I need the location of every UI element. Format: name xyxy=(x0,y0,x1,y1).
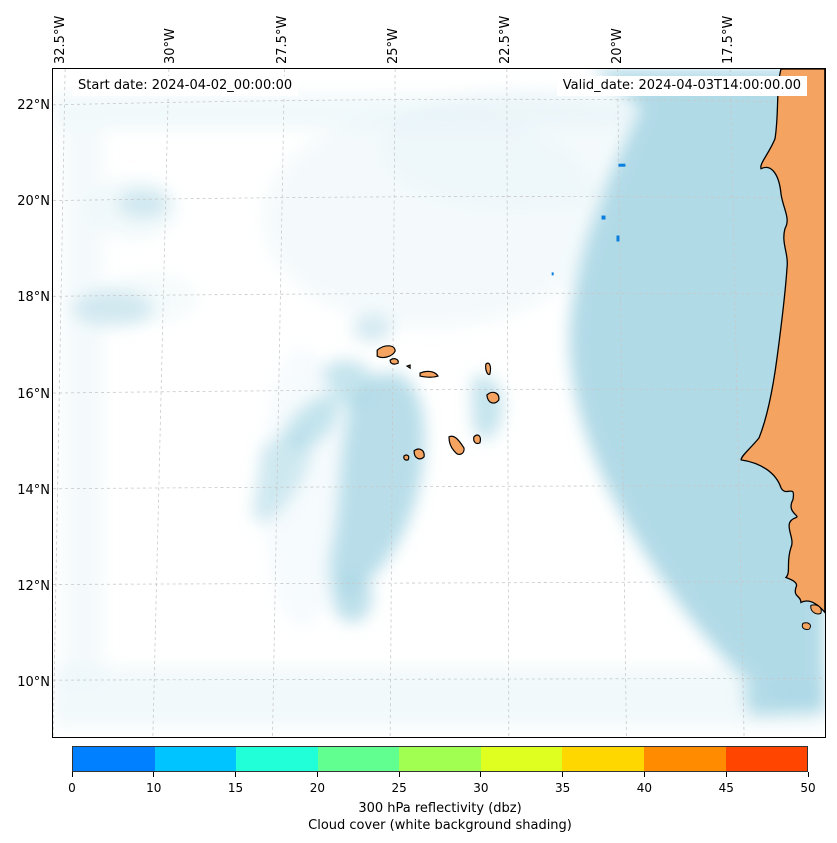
colorbar-tick xyxy=(153,772,155,777)
colorbar-tick-label: 45 xyxy=(718,781,734,795)
lon-label-30w: 30°W xyxy=(163,28,178,64)
island-santo-antao xyxy=(376,345,396,359)
colorbar-tick-label: 10 xyxy=(146,781,162,795)
colorbar-tick xyxy=(807,772,809,777)
colorbar-segment xyxy=(236,747,318,771)
colorbar-label: 300 hPa reflectivity (dbz) xyxy=(358,801,522,816)
island-sao-nicolau xyxy=(419,370,439,378)
colorbar-tick-label: 35 xyxy=(555,781,571,795)
cabo-verde-islands xyxy=(376,345,500,461)
island-fogo xyxy=(413,448,425,460)
lat-label-14n: 14°N xyxy=(17,483,50,498)
colorbar-tick-label: 15 xyxy=(227,781,244,795)
colorbar-tick xyxy=(643,772,645,777)
island-brava xyxy=(403,454,410,461)
african-coast xyxy=(740,69,825,614)
colorbar-segment xyxy=(154,747,237,771)
start-date-label: Start date: 2024-04-02_00:00:00 xyxy=(72,76,299,96)
colorbar-segment xyxy=(725,747,808,771)
colorbar-tick-label: 50 xyxy=(800,781,816,795)
lat-label-10n: 10°N xyxy=(17,675,50,690)
lat-label-22n: 22°N xyxy=(17,98,50,113)
colorbar-tick xyxy=(235,772,237,777)
colorbar-tick xyxy=(562,772,564,777)
lon-label-17-5w: 17.5°W xyxy=(721,15,736,64)
lon-label-20w: 20°W xyxy=(610,28,625,64)
colorbar-segment xyxy=(643,747,726,771)
colorbar-tick xyxy=(71,772,73,777)
colorbar-sublabel: Cloud cover (white background shading) xyxy=(308,818,572,833)
island-sal xyxy=(485,362,492,376)
lon-label-22-5w: 22.5°W xyxy=(498,15,513,64)
colorbar-tick-label: 0 xyxy=(68,781,76,795)
colorbar-segment xyxy=(399,747,481,771)
reflectivity-echoes xyxy=(551,163,626,276)
island-santiago xyxy=(448,435,465,455)
lon-label-27-5w: 27.5°W xyxy=(275,15,290,64)
cloud-cover xyxy=(73,69,825,716)
colorbar-segment xyxy=(562,747,644,771)
map-canvas xyxy=(53,69,825,737)
colorbar-tick-label: 25 xyxy=(391,781,407,795)
colorbar-tick xyxy=(480,772,482,777)
valid-date-label: Valid_date: 2024-04-03T14:00:00.00 xyxy=(556,76,807,96)
coast-islet-1 xyxy=(810,604,822,615)
lat-label-12n: 12°N xyxy=(17,579,50,594)
island-maio xyxy=(473,434,481,445)
colorbar-tick-label: 30 xyxy=(473,781,489,795)
graticule xyxy=(53,69,825,737)
lon-label-25w: 25°W xyxy=(386,28,401,64)
colorbar-tick xyxy=(398,772,400,777)
colorbar-tick xyxy=(725,772,727,777)
colorbar-tick xyxy=(316,772,318,777)
colorbar-segment xyxy=(317,747,400,771)
map-panel xyxy=(52,68,826,738)
lat-label-16n: 16°N xyxy=(17,387,50,402)
colorbar xyxy=(72,746,808,772)
colorbar-tick-label: 20 xyxy=(309,781,325,795)
colorbar-tick-label: 40 xyxy=(636,781,653,795)
lat-label-18n: 18°N xyxy=(17,290,50,305)
island-santa-luzia xyxy=(405,364,411,370)
lon-label-32-5w: 32.5°W xyxy=(53,15,68,64)
colorbar-segment xyxy=(73,747,155,771)
lat-label-20n: 20°N xyxy=(17,194,50,209)
colorbar-segment xyxy=(480,747,563,771)
island-boa-vista xyxy=(486,391,500,404)
island-sao-vicente xyxy=(389,358,399,365)
coast-islet-2 xyxy=(801,622,811,631)
